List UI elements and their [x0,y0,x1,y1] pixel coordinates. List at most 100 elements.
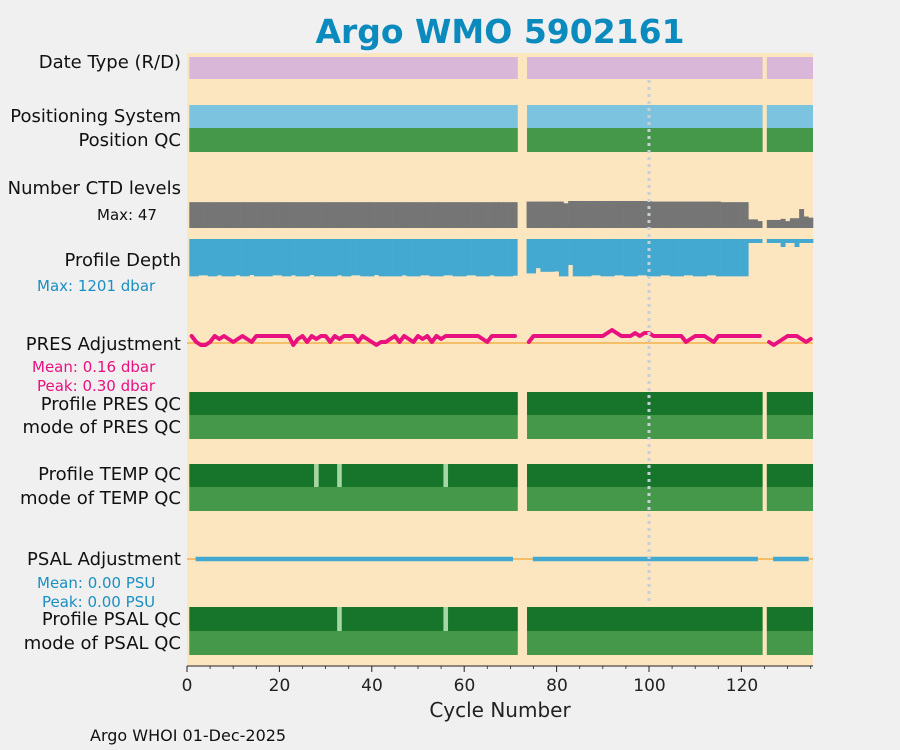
ctd-levels-bar [392,202,398,228]
profile-depth-bar [448,239,453,276]
ctd-levels-bar [711,201,717,228]
profile-depth-bar [803,239,809,243]
profile-depth-bar [240,239,246,277]
profile-depth-bar [309,239,315,276]
profile-depth-bar [794,239,800,247]
ctd-levels-bar [360,202,366,228]
ctd-max-label: Max: 47 [97,206,157,224]
profile-depth-bar [277,239,283,276]
position-qc-band [527,128,763,152]
ctd-levels-bar [628,201,634,228]
ctd-levels-bar [448,202,453,228]
ctd-levels-bar [189,202,195,228]
profile-depth-bar [337,239,343,276]
ctd-levels-bar [249,202,255,228]
position-qc-band [766,128,813,152]
profile-depth-bar [323,239,329,277]
label-mode-temp-qc: mode of TEMP QC [19,488,181,509]
ctd-levels-bar [263,202,269,228]
x-axis-label: Cycle Number [429,698,571,722]
date-type-band [527,57,763,79]
ctd-levels-bar [364,202,370,228]
profile-depth-bar [734,239,740,277]
x-tick-label: 100 [633,676,666,696]
mode-psal-qc-band [527,631,763,655]
profile-depth-bar [286,239,292,277]
profile-depth-bar [748,239,754,243]
x-tick-label: 0 [181,676,193,696]
ctd-levels-bar [267,202,273,228]
label-position-qc: Position QC [78,130,181,151]
ctd-levels-bar [424,202,430,228]
ctd-levels-bar [568,201,574,228]
mode-pres-qc-band [766,415,813,439]
ctd-levels-bar [549,201,555,228]
ctd-levels-bar [411,202,416,228]
ctd-levels-bar [207,202,213,228]
profile-depth-bar [378,239,384,277]
profile-depth-bar [609,239,615,277]
ctd-levels-bar [304,202,310,228]
ctd-levels-bar [554,201,560,228]
profile-depth-bar [683,239,689,276]
profile-depth-bar [729,239,735,277]
profile-depth-bar [508,239,514,277]
ctd-levels-bar [461,202,467,228]
ctd-levels-bar [378,202,384,228]
profile-depth-bar [411,239,416,277]
ctd-levels-bar [799,209,805,228]
pres-adjustment-series [526,328,762,344]
label-mode-psal-qc: mode of PSAL QC [23,633,181,654]
x-tick-label: 80 [546,676,568,696]
profile-depth-bar [235,239,241,276]
ctd-levels-bar [688,201,694,228]
ctd-levels-bar [203,202,209,228]
ctd-levels-bar [323,202,329,228]
profile-depth-bar [249,239,255,276]
profile-depth-bar [776,239,781,243]
profile-pres-qc-band [189,392,518,415]
ctd-levels-bar [692,201,698,228]
ctd-levels-bar [679,201,684,228]
ctd-levels-bar [702,201,708,228]
positioning-system-band [189,105,518,128]
ctd-levels-bar [655,201,661,228]
x-tick-label: 120 [725,676,759,696]
label-positioning-system: Positioning System [10,106,181,127]
profile-depth-bar [369,239,375,277]
ctd-levels-bar [295,202,301,228]
profile-depth-bar [401,239,407,276]
profile-depth-bar [711,239,717,276]
ctd-levels-bar [642,201,647,228]
date-type-band [189,57,518,79]
profile-temp-qc-band [527,464,763,487]
label-profile-pres-qc: Profile PRES QC [40,394,181,415]
psal-peak-label: Peak: 0.00 PSU [42,593,156,611]
ctd-levels-bar [272,202,278,228]
ctd-levels-bar [572,201,578,228]
mode-temp-qc-band [189,487,518,511]
ctd-levels-bar [484,202,490,228]
ctd-levels-bar [480,202,486,228]
position-qc-band [189,128,518,152]
pres-adjustment-series [767,334,813,347]
profile-depth-bar [614,239,620,276]
profile-depth-bar [669,239,675,277]
profile-depth-bar [771,239,777,243]
ctd-levels-bar [503,202,509,228]
profile-depth-bar [452,239,458,277]
mode-pres-qc-band [527,415,763,439]
chart-title: Argo WMO 5902161 [315,12,685,51]
profile-depth-bar [374,239,380,276]
profile-depth-bar [212,239,218,277]
profile-depth-bar [457,239,463,277]
mode-pres-qc-band [189,415,518,439]
profile-depth-bar [535,239,541,269]
profile-depth-bar [799,239,805,243]
ctd-levels-bar [226,202,232,228]
profile-depth-bar [461,239,467,277]
ctd-levels-bar [341,202,347,228]
ctd-levels-bar [494,202,500,228]
label-ctd-levels: Number CTD levels [7,178,181,199]
profile-depth-bar [568,239,574,265]
